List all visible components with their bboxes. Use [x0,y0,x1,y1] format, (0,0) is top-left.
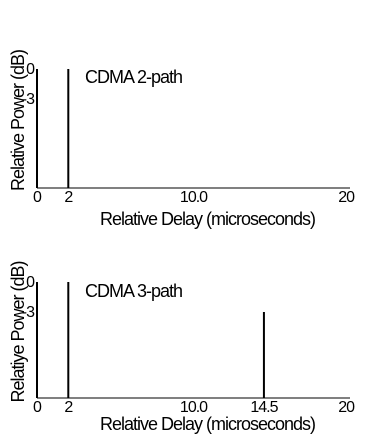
y-tick-label: 0 [26,274,35,291]
series-label: CDMA 2-path [85,67,182,87]
x-tick-label: 0 [33,189,42,206]
y-tick-label: -3 [22,91,35,108]
y-axis-title: Relatiye Power (dB) [8,261,28,402]
y-tick-label: -3 [22,304,35,321]
x-tick-label: 20 [338,189,355,206]
y-axis-title: Relative Power (dB) [8,50,28,191]
series-label: CDMA 3-path [85,281,182,301]
x-tick-label: 2 [64,399,73,416]
x-axis-title: Relative Delay (microseconds) [100,414,315,434]
x-tick-label: 10.0 [180,189,208,206]
x-tick-label: 10.0 [180,399,208,416]
x-tick-label: 0 [33,399,42,416]
x-tick-label: 2 [64,189,73,206]
x-axis-title: Relative Delay (microseconds) [100,209,315,229]
y-tick-label: 0 [26,61,35,78]
x-tick-label: 14.5 [250,399,278,416]
x-tick-label: 20 [338,399,355,416]
